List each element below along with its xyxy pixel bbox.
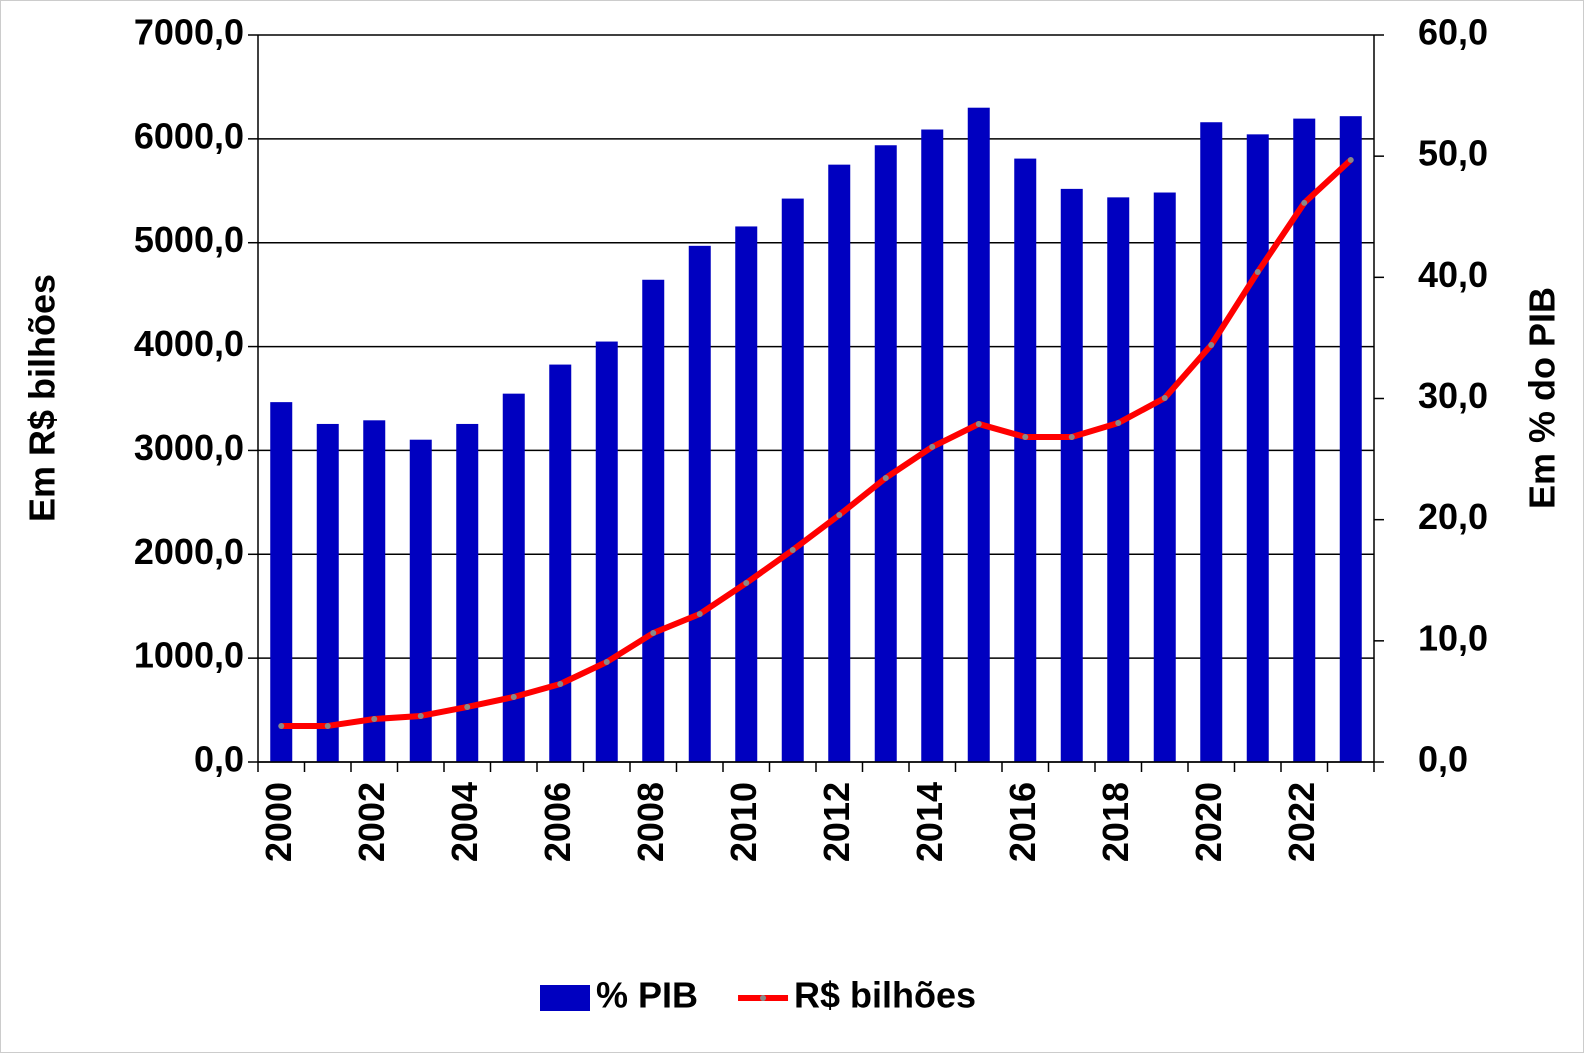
legend-label: R$ bilhões xyxy=(794,975,976,1016)
line-marker xyxy=(1301,199,1308,206)
line-marker xyxy=(324,722,331,729)
y-tick-label: 7000,0 xyxy=(134,12,244,53)
y2-tick-label: 50,0 xyxy=(1418,133,1488,174)
bar xyxy=(1200,122,1223,763)
bar xyxy=(595,341,618,762)
y2-tick-label: 0,0 xyxy=(1418,739,1468,780)
line-marker xyxy=(1115,420,1122,427)
x-tick-label: 2008 xyxy=(630,782,671,862)
line-marker xyxy=(1254,269,1261,276)
y2-tick-label: 30,0 xyxy=(1418,375,1488,416)
x-tick-label: 2014 xyxy=(909,782,950,862)
y2-axis-title: Em % do PIB xyxy=(1522,287,1563,509)
y2-tick-label: 10,0 xyxy=(1418,617,1488,658)
line-marker xyxy=(1161,394,1168,401)
line-marker xyxy=(1347,156,1354,163)
bar xyxy=(642,279,665,762)
x-tick-label: 2006 xyxy=(537,782,578,862)
y2-tick-label: 40,0 xyxy=(1418,254,1488,295)
bar xyxy=(270,402,293,762)
bar xyxy=(1107,197,1130,762)
line-marker xyxy=(696,611,703,618)
y-tick-label: 4000,0 xyxy=(134,323,244,364)
bar xyxy=(1014,158,1037,763)
bar xyxy=(1293,118,1316,763)
bar xyxy=(1060,188,1083,763)
bar xyxy=(1246,134,1269,762)
line-marker xyxy=(1068,434,1075,441)
bar xyxy=(316,423,339,762)
y-tick-label: 0,0 xyxy=(194,739,244,780)
legend-marker xyxy=(760,995,767,1001)
bar xyxy=(781,198,804,762)
y-tick-label: 3000,0 xyxy=(134,427,244,468)
bar xyxy=(735,226,758,762)
bar xyxy=(502,393,525,762)
y2-tick-label: 20,0 xyxy=(1418,496,1488,537)
line xyxy=(281,157,1353,729)
y-tick-label: 5000,0 xyxy=(134,219,244,260)
x-tick-label: 2020 xyxy=(1188,782,1229,862)
x-tick-label: 2010 xyxy=(723,782,764,862)
x-tick-label: 2016 xyxy=(1002,782,1043,862)
bar xyxy=(874,145,897,763)
y-tick-label: 1000,0 xyxy=(134,635,244,676)
x-tick-label: 2012 xyxy=(816,782,857,862)
line-marker xyxy=(603,658,610,665)
line-marker xyxy=(882,474,889,481)
line-marker xyxy=(743,580,750,587)
bar xyxy=(549,364,572,762)
x-tick-label: 2000 xyxy=(258,782,299,862)
line-marker xyxy=(836,512,843,519)
line-marker xyxy=(510,693,517,700)
line-marker xyxy=(371,716,378,723)
bar xyxy=(1153,192,1176,762)
line-marker xyxy=(789,547,796,554)
bar xyxy=(967,107,990,762)
line-marker xyxy=(650,630,657,637)
bar xyxy=(409,439,432,762)
bar xyxy=(828,164,851,763)
legend-swatch xyxy=(540,985,590,1011)
x-tick-label: 2002 xyxy=(351,782,392,862)
line-marker xyxy=(1208,342,1215,349)
x-tick-label: 2022 xyxy=(1281,782,1322,862)
line-marker xyxy=(975,420,982,427)
y-tick-label: 6000,0 xyxy=(134,115,244,156)
bar xyxy=(363,420,386,762)
line-marker xyxy=(417,712,424,719)
y-tick-label: 2000,0 xyxy=(134,531,244,572)
bar xyxy=(1339,116,1362,763)
x-tick-label: 2004 xyxy=(444,782,485,862)
legend-label: % PIB xyxy=(596,975,698,1016)
line-marker xyxy=(1022,434,1029,441)
line-marker xyxy=(464,703,471,710)
bar xyxy=(688,245,711,762)
bar xyxy=(456,423,479,762)
line-marker xyxy=(278,722,285,729)
line-marker xyxy=(929,443,936,450)
x-tick-label: 2018 xyxy=(1095,782,1136,862)
y2-tick-label: 60,0 xyxy=(1418,12,1488,53)
y-axis-title: Em R$ bilhões xyxy=(22,274,63,522)
line-marker xyxy=(557,681,564,688)
